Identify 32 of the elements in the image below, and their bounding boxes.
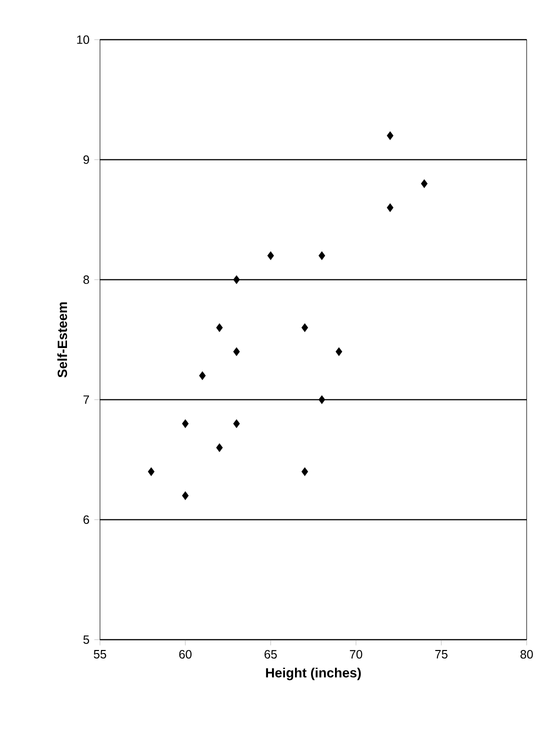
- point: [182, 491, 189, 500]
- x-tick-label: 70: [350, 650, 362, 659]
- point: [233, 275, 240, 284]
- y-tick-label: 10: [77, 35, 90, 44]
- x-axis-title: Height (inches): [266, 668, 361, 680]
- x-tick-label: 80: [520, 650, 533, 659]
- y-tick-label: 5: [83, 635, 90, 644]
- point: [233, 347, 240, 356]
- point: [302, 467, 308, 476]
- y-tick-label: 9: [83, 155, 90, 164]
- point: [302, 323, 308, 332]
- x-tick-label: 65: [264, 650, 277, 659]
- point: [386, 203, 394, 212]
- point: [233, 419, 240, 428]
- x-tick-label: 60: [179, 650, 192, 659]
- point: [267, 251, 274, 260]
- point: [199, 371, 206, 380]
- point: [318, 251, 326, 260]
- y-tick-label: 6: [84, 515, 90, 524]
- point: [420, 179, 428, 188]
- point: [336, 347, 342, 356]
- y-tick-label: 8: [83, 275, 90, 284]
- point: [148, 467, 154, 476]
- point: [216, 323, 223, 332]
- point: [182, 419, 189, 428]
- point: [386, 131, 394, 140]
- y-axis-title: Self-Esteem: [57, 302, 68, 378]
- x-tick-label: 55: [94, 650, 106, 658]
- point: [216, 443, 223, 452]
- y-tick-label: 7: [84, 396, 89, 404]
- x-tick-label: 75: [435, 650, 448, 658]
- point: [318, 395, 326, 404]
